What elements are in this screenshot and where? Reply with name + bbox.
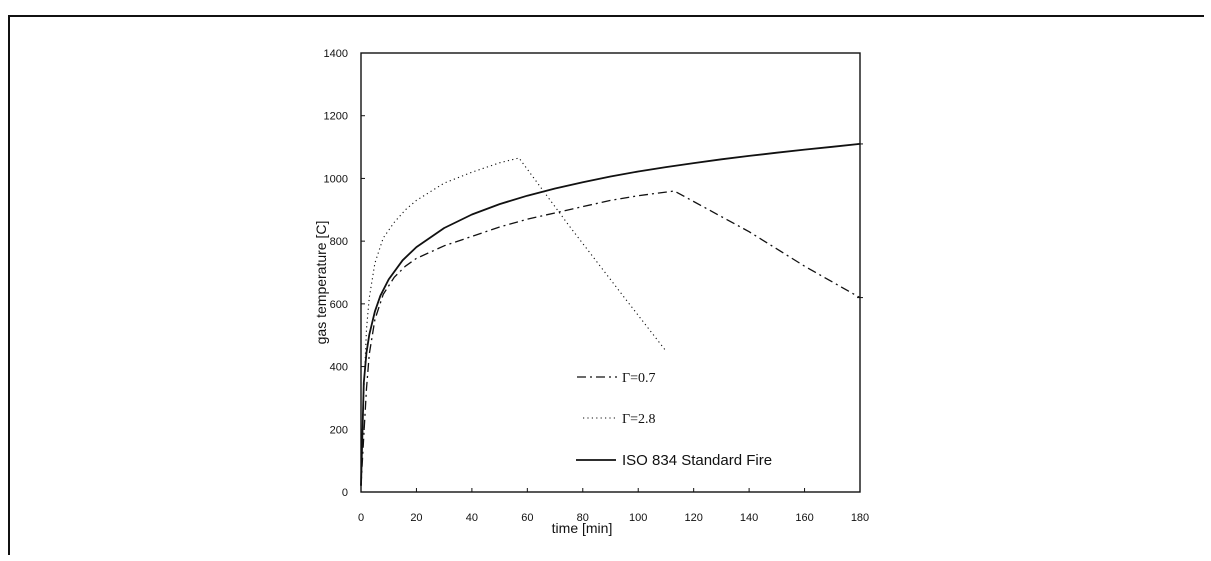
y-tick-label: 0 [342, 487, 348, 499]
legend: Γ=0.7 Γ=2.8 ISO 834 Standard Fire [576, 371, 772, 469]
y-tick-label: 1200 [324, 111, 348, 123]
y-tick-label: 400 [330, 362, 348, 374]
y-tick-label: 600 [330, 299, 348, 311]
x-tick-label: 100 [629, 512, 647, 524]
tick-labels: 0 200 400 600 800 1000 1200 1400 0 20 40 60 80 100 120… [324, 48, 870, 524]
x-tick-label: 160 [795, 512, 813, 524]
plot-area [360, 52, 863, 493]
y-axis-label: gas temperature [C] [313, 221, 329, 345]
legend-label-3: ISO 834 Standard Fire [622, 452, 772, 469]
x-tick-label: 40 [466, 512, 478, 524]
y-tick-label: 1400 [324, 48, 348, 60]
x-tick-label: 60 [521, 512, 533, 524]
y-tick-label: 200 [330, 424, 348, 436]
legend-label-1: Γ=0.7 [622, 371, 656, 386]
series-line-3 [360, 143, 861, 486]
plot-border [360, 52, 861, 493]
y-tick-label: 800 [330, 236, 348, 248]
series-line-1 [360, 190, 861, 486]
x-tick-label: 140 [740, 512, 758, 524]
x-tick-label: 20 [410, 512, 422, 524]
x-tick-label: 180 [851, 512, 869, 524]
x-tick-label: 120 [684, 512, 702, 524]
x-axis-label: time [min] [552, 520, 613, 536]
y-tick-label: 1000 [324, 173, 348, 185]
x-tick-label: 80 [577, 512, 589, 524]
legend-label-2: Γ=2.8 [622, 412, 656, 427]
x-tick-label: 0 [358, 512, 364, 524]
series-line-2 [360, 157, 667, 486]
figure-frame [8, 15, 1204, 555]
